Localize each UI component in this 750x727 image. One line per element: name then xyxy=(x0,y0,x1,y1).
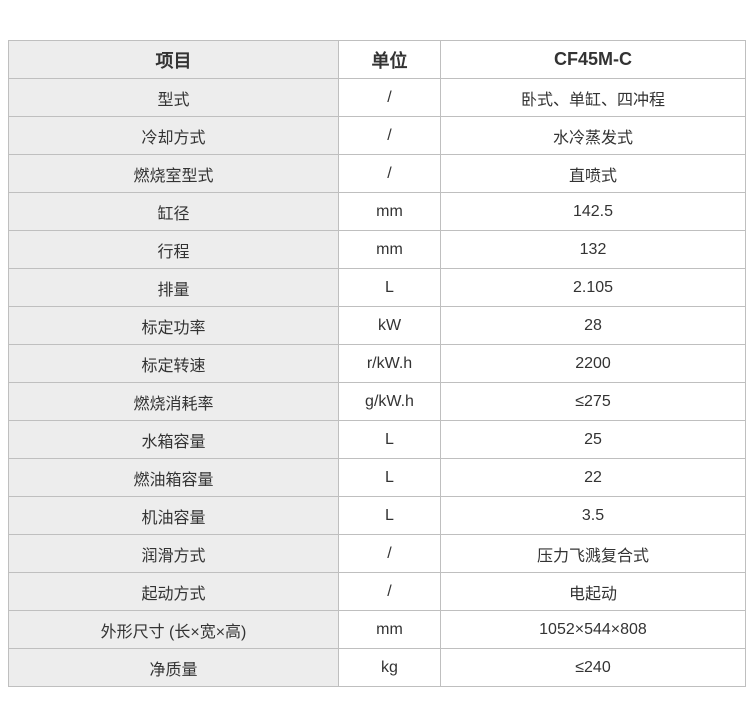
item-cell: 净质量 xyxy=(8,648,339,687)
value-cell: 3.5 xyxy=(440,496,746,535)
unit-cell: r/kW.h xyxy=(338,344,441,383)
unit-cell: g/kW.h xyxy=(338,382,441,421)
table-row: 燃油箱容量 L 22 xyxy=(8,458,746,497)
value-cell: 直喷式 xyxy=(440,154,746,193)
unit-cell: / xyxy=(338,534,441,573)
table-row: 标定功率 kW 28 xyxy=(8,306,746,345)
item-cell: 冷却方式 xyxy=(8,116,339,155)
unit-cell: mm xyxy=(338,230,441,269)
item-cell: 水箱容量 xyxy=(8,420,339,459)
header-row: 项目 单位 CF45M-C xyxy=(8,40,746,79)
header-unit: 单位 xyxy=(338,40,441,79)
value-cell: 22 xyxy=(440,458,746,497)
table-row: 燃烧消耗率 g/kW.h ≤275 xyxy=(8,382,746,421)
item-cell: 标定转速 xyxy=(8,344,339,383)
unit-cell: L xyxy=(338,420,441,459)
table-row: 净质量 kg ≤240 xyxy=(8,648,746,687)
value-cell: 25 xyxy=(440,420,746,459)
value-cell: ≤240 xyxy=(440,648,746,687)
table-row: 标定转速 r/kW.h 2200 xyxy=(8,344,746,383)
item-cell: 型式 xyxy=(8,78,339,117)
table-row: 水箱容量 L 25 xyxy=(8,420,746,459)
unit-cell: kW xyxy=(338,306,441,345)
value-cell: 压力飞溅复合式 xyxy=(440,534,746,573)
unit-cell: L xyxy=(338,268,441,307)
value-cell: 电起动 xyxy=(440,572,746,611)
item-cell: 润滑方式 xyxy=(8,534,339,573)
unit-cell: L xyxy=(338,496,441,535)
item-cell: 机油容量 xyxy=(8,496,339,535)
table-row: 燃烧室型式 / 直喷式 xyxy=(8,154,746,193)
item-cell: 行程 xyxy=(8,230,339,269)
table-row: 冷却方式 / 水冷蒸发式 xyxy=(8,116,746,155)
spec-table: 项目 单位 CF45M-C 型式 / 卧式、单缸、四冲程 冷却方式 / 水冷蒸发式 燃烧室型… xyxy=(8,40,746,687)
value-cell: 132 xyxy=(440,230,746,269)
item-cell: 燃油箱容量 xyxy=(8,458,339,497)
unit-cell: mm xyxy=(338,192,441,231)
table-row: 外形尺寸 (长×宽×高) mm 1052×544×808 xyxy=(8,610,746,649)
table-row: 起动方式 / 电起动 xyxy=(8,572,746,611)
unit-cell: kg xyxy=(338,648,441,687)
item-cell: 外形尺寸 (长×宽×高) xyxy=(8,610,339,649)
value-cell: 28 xyxy=(440,306,746,345)
value-cell: ≤275 xyxy=(440,382,746,421)
item-cell: 缸径 xyxy=(8,192,339,231)
unit-cell: / xyxy=(338,154,441,193)
value-cell: 2.105 xyxy=(440,268,746,307)
item-cell: 标定功率 xyxy=(8,306,339,345)
unit-cell: L xyxy=(338,458,441,497)
value-cell: 卧式、单缸、四冲程 xyxy=(440,78,746,117)
table-row: 排量 L 2.105 xyxy=(8,268,746,307)
item-cell: 燃烧室型式 xyxy=(8,154,339,193)
item-cell: 排量 xyxy=(8,268,339,307)
table-row: 型式 / 卧式、单缸、四冲程 xyxy=(8,78,746,117)
unit-cell: mm xyxy=(338,610,441,649)
item-cell: 起动方式 xyxy=(8,572,339,611)
header-item: 项目 xyxy=(8,40,339,79)
table-row: 机油容量 L 3.5 xyxy=(8,496,746,535)
spec-table-header: 项目 单位 CF45M-C xyxy=(8,40,746,79)
unit-cell: / xyxy=(338,78,441,117)
value-cell: 2200 xyxy=(440,344,746,383)
table-row: 行程 mm 132 xyxy=(8,230,746,269)
value-cell: 142.5 xyxy=(440,192,746,231)
item-cell: 燃烧消耗率 xyxy=(8,382,339,421)
header-model: CF45M-C xyxy=(440,40,746,79)
unit-cell: / xyxy=(338,572,441,611)
spec-table-body: 型式 / 卧式、单缸、四冲程 冷却方式 / 水冷蒸发式 燃烧室型式 / 直喷式 缸径 mm 142.5… xyxy=(8,78,746,687)
table-row: 缸径 mm 142.5 xyxy=(8,192,746,231)
value-cell: 1052×544×808 xyxy=(440,610,746,649)
unit-cell: / xyxy=(338,116,441,155)
value-cell: 水冷蒸发式 xyxy=(440,116,746,155)
table-row: 润滑方式 / 压力飞溅复合式 xyxy=(8,534,746,573)
